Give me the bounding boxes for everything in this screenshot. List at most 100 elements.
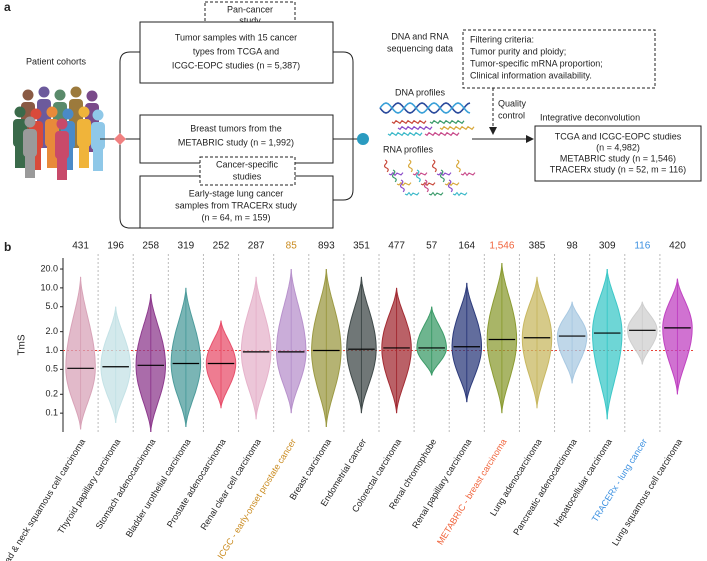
connector <box>333 51 354 201</box>
x-tick-label: Renal clear cell carcinoma <box>198 437 262 532</box>
count-label: 196 <box>107 241 124 252</box>
profiles-art <box>379 102 476 197</box>
x-tick-label: Renal papillary carcinoma <box>410 437 473 530</box>
cancer-specific-tag <box>199 156 296 186</box>
cohort-box <box>139 21 334 84</box>
person-head <box>56 118 68 130</box>
sequencing-text: sequencing data <box>387 43 453 53</box>
person-icon <box>77 106 91 168</box>
merge-node <box>357 133 369 145</box>
tag-text: Pan-cancer <box>227 4 273 14</box>
squiggle <box>428 191 444 197</box>
squiggle <box>379 102 471 114</box>
count-label: 1,546 <box>489 241 514 252</box>
squiggle <box>397 125 433 131</box>
person-legs <box>71 124 81 148</box>
deconv-text: TCGA and ICGC-EOPC studies <box>555 131 682 141</box>
box-text: (n = 64, m = 159) <box>201 212 270 222</box>
squiggle <box>439 169 445 183</box>
box-text: METABRIC study (n = 1,992) <box>178 137 294 147</box>
squiggle <box>420 181 436 187</box>
squiggle <box>391 119 427 125</box>
count-label: 287 <box>248 241 265 252</box>
x-tick-label: Bladder urothelial carcinoma <box>124 437 193 539</box>
squiggle <box>452 191 468 197</box>
y-tick-label: 5.0 <box>45 301 58 311</box>
x-tick-label: Stomach adenocarcinoma <box>94 437 158 531</box>
person-icon <box>91 109 105 171</box>
count-label: 477 <box>388 241 405 252</box>
squiggle <box>407 159 413 173</box>
squiggle <box>399 179 405 193</box>
person-legs <box>39 124 49 148</box>
count-label: 420 <box>669 241 686 252</box>
person-head <box>78 106 90 118</box>
person-head <box>62 108 74 120</box>
box-text: Early-stage lung cancer <box>189 188 284 198</box>
person-body <box>77 119 91 147</box>
x-tick-label: Lung squamous cell carcinoma <box>610 437 684 548</box>
count-label: 164 <box>458 241 475 252</box>
y-tick-label: 1.0 <box>45 345 58 355</box>
squiggle <box>436 171 452 177</box>
person-head <box>22 89 34 101</box>
person-head <box>70 86 82 98</box>
person-legs <box>79 144 89 168</box>
squiggle <box>455 159 461 173</box>
person-legs <box>63 146 73 170</box>
dna-label: DNA profiles <box>395 87 446 97</box>
qc-text: control <box>498 110 525 120</box>
box-text: Breast tumors from the <box>190 123 282 133</box>
connector <box>119 51 140 229</box>
filter-text: Filtering criteria: <box>470 34 534 44</box>
rna-label: RNA profiles <box>383 144 434 154</box>
count-label: 319 <box>178 241 195 252</box>
squiggle <box>415 169 421 183</box>
deconv-text: METABRIC study (n = 1,546) <box>560 153 676 163</box>
count-label: 85 <box>286 241 298 252</box>
squiggle <box>423 179 429 193</box>
x-tick-label: Thyroid papillary carcinoma <box>56 437 123 536</box>
person-legs <box>57 156 67 180</box>
panel-label: a <box>4 0 11 14</box>
count-label: 351 <box>353 241 370 252</box>
squiggle <box>444 181 460 187</box>
deconv-box <box>534 125 702 182</box>
panel-b: b TmS <box>4 240 28 355</box>
count-label: 309 <box>599 241 616 252</box>
split-node <box>114 133 126 145</box>
squiggle <box>379 102 471 114</box>
deconv-title: Integrative deconvolution <box>540 112 640 122</box>
filter-text: Tumor-specific mRNA proportion; <box>470 58 603 68</box>
count-label: 893 <box>318 241 335 252</box>
x-tick-label: Pancreatic adenocarcinoma <box>511 437 579 537</box>
person-head <box>14 106 26 118</box>
person-icon <box>23 116 37 178</box>
squiggle <box>404 191 420 197</box>
panel-a: a Patient cohorts Pan-cancer study Tumor… <box>4 0 702 229</box>
box-text: ICGC-EOPC studies (n = 5,387) <box>172 60 300 70</box>
person-body <box>23 129 37 157</box>
person-legs <box>25 154 35 178</box>
y-tick-label: 10.0 <box>40 282 58 292</box>
squiggle <box>460 171 476 177</box>
squiggle <box>391 169 397 183</box>
person-head <box>24 116 36 128</box>
count-label: 57 <box>426 241 438 252</box>
person-head <box>46 106 58 118</box>
cohort-box <box>139 114 334 164</box>
person-body <box>91 122 105 150</box>
deconv-text: (n = 4,982) <box>596 142 640 152</box>
filter-text: Clinical information availability. <box>470 70 592 80</box>
squiggle <box>429 119 465 125</box>
x-tick-label: METABRIC - breast carcinoma <box>435 437 509 547</box>
tag-text: Cancer-specific <box>216 159 279 169</box>
people-icons <box>13 86 105 180</box>
person-head <box>86 90 98 102</box>
y-axis-label: TmS <box>17 334 28 355</box>
squiggle <box>424 131 460 137</box>
person-head <box>30 108 42 120</box>
y-tick-label: 0.2 <box>45 389 58 399</box>
squiggle <box>447 179 453 193</box>
squiggle <box>387 131 423 137</box>
